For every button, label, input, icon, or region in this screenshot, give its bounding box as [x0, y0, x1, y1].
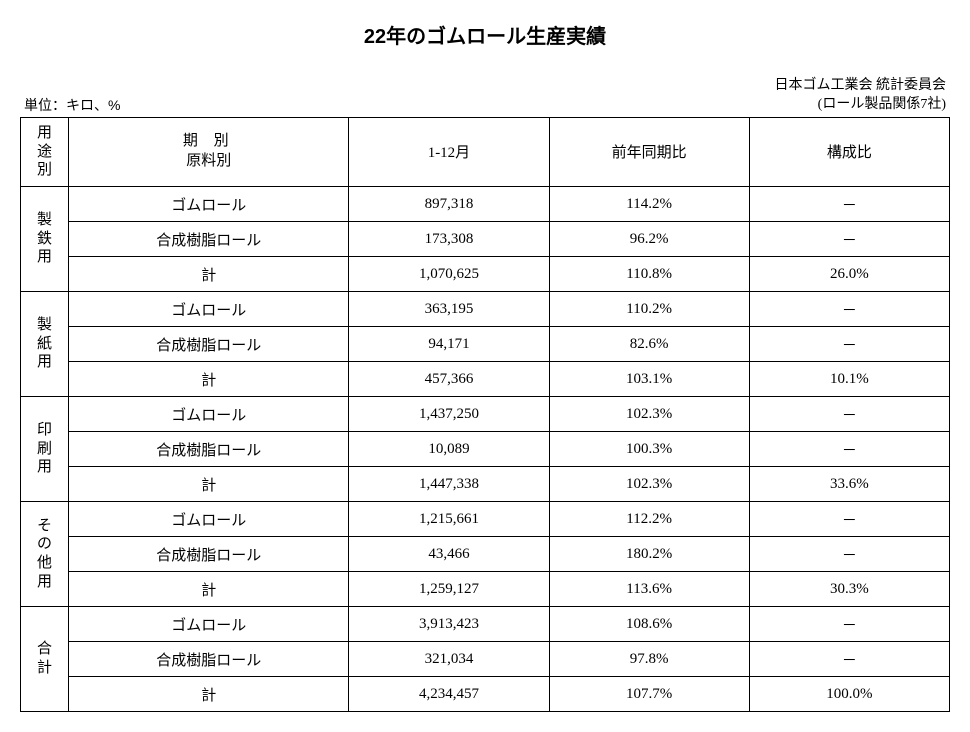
material-name: 計: [69, 467, 349, 502]
material-name: ゴムロール: [69, 292, 349, 327]
source-line1: 日本ゴム工業会 統計委員会: [775, 77, 947, 96]
value-cell: 173,308: [349, 222, 549, 257]
table-row: 計4,234,457107.7%100.0%: [21, 677, 950, 712]
table-row: 計457,366103.1%10.1%: [21, 362, 950, 397]
yoy-cell: 113.6%: [549, 572, 749, 607]
value-cell: 43,466: [349, 537, 549, 572]
yoy-cell: 103.1%: [549, 362, 749, 397]
value-cell: 94,171: [349, 327, 549, 362]
ratio-cell: －: [749, 607, 949, 642]
yoy-cell: 96.2%: [549, 222, 749, 257]
ratio-cell: 26.0%: [749, 257, 949, 292]
yoy-cell: 110.8%: [549, 257, 749, 292]
value-cell: 10,089: [349, 432, 549, 467]
ratio-cell: 10.1%: [749, 362, 949, 397]
table-row: 合成樹脂ロール321,03497.8%－: [21, 642, 950, 677]
material-name: 合成樹脂ロール: [69, 432, 349, 467]
material-name: 合成樹脂ロール: [69, 642, 349, 677]
ratio-cell: 30.3%: [749, 572, 949, 607]
value-cell: 321,034: [349, 642, 549, 677]
material-name: 合成樹脂ロール: [69, 537, 349, 572]
material-name: 計: [69, 677, 349, 712]
table-row: 計1,070,625110.8%26.0%: [21, 257, 950, 292]
header-usage: 用 途 別: [21, 117, 69, 186]
value-cell: 1,437,250: [349, 397, 549, 432]
ratio-cell: 33.6%: [749, 467, 949, 502]
section-label: 合計: [21, 607, 69, 712]
value-cell: 3,913,423: [349, 607, 549, 642]
value-cell: 1,215,661: [349, 502, 549, 537]
yoy-cell: 102.3%: [549, 397, 749, 432]
material-name: ゴムロール: [69, 607, 349, 642]
production-table: 用 途 別 期 別 原料別 1-12月 前年同期比 構成比 製鉄用ゴムロール89…: [20, 117, 950, 712]
ratio-cell: －: [749, 537, 949, 572]
source-label: 日本ゴム工業会 統計委員会 (ロール製品関係7社): [775, 77, 947, 115]
ratio-cell: －: [749, 432, 949, 467]
header-row: 用 途 別 期 別 原料別 1-12月 前年同期比 構成比: [21, 117, 950, 186]
table-row: 印刷用ゴムロール1,437,250102.3%－: [21, 397, 950, 432]
unit-label: 単位：キロ、%: [24, 95, 120, 115]
ratio-cell: －: [749, 222, 949, 257]
page-title: 22年のゴムロール生産実績: [20, 20, 950, 49]
value-cell: 897,318: [349, 187, 549, 222]
ratio-cell: －: [749, 642, 949, 677]
material-name: 合成樹脂ロール: [69, 222, 349, 257]
ratio-cell: 100.0%: [749, 677, 949, 712]
section-label: 製紙用: [21, 292, 69, 397]
value-cell: 363,195: [349, 292, 549, 327]
table-row: 計1,447,338102.3%33.6%: [21, 467, 950, 502]
table-row: 製紙用ゴムロール363,195110.2%－: [21, 292, 950, 327]
table-row: 計1,259,127113.6%30.3%: [21, 572, 950, 607]
material-name: ゴムロール: [69, 397, 349, 432]
yoy-cell: 97.8%: [549, 642, 749, 677]
ratio-cell: －: [749, 187, 949, 222]
header-yoy: 前年同期比: [549, 117, 749, 186]
material-name: 計: [69, 257, 349, 292]
section-label: 製鉄用: [21, 187, 69, 292]
table-row: 合成樹脂ロール10,089100.3%－: [21, 432, 950, 467]
header-meta: 単位：キロ、% 日本ゴム工業会 統計委員会 (ロール製品関係7社): [24, 77, 946, 115]
ratio-cell: －: [749, 292, 949, 327]
ratio-cell: －: [749, 327, 949, 362]
value-cell: 457,366: [349, 362, 549, 397]
yoy-cell: 110.2%: [549, 292, 749, 327]
table-row: 製鉄用ゴムロール897,318114.2%－: [21, 187, 950, 222]
table-row: 合計ゴムロール3,913,423108.6%－: [21, 607, 950, 642]
material-name: ゴムロール: [69, 187, 349, 222]
value-cell: 1,259,127: [349, 572, 549, 607]
ratio-cell: －: [749, 397, 949, 432]
yoy-cell: 112.2%: [549, 502, 749, 537]
yoy-cell: 102.3%: [549, 467, 749, 502]
table-row: その他用ゴムロール1,215,661112.2%－: [21, 502, 950, 537]
value-cell: 1,447,338: [349, 467, 549, 502]
material-name: 計: [69, 572, 349, 607]
table-row: 合成樹脂ロール94,17182.6%－: [21, 327, 950, 362]
table-row: 合成樹脂ロール43,466180.2%－: [21, 537, 950, 572]
material-name: ゴムロール: [69, 502, 349, 537]
header-value: 1-12月: [349, 117, 549, 186]
header-period: 期 別 原料別: [69, 117, 349, 186]
yoy-cell: 107.7%: [549, 677, 749, 712]
section-label: その他用: [21, 502, 69, 607]
value-cell: 4,234,457: [349, 677, 549, 712]
yoy-cell: 82.6%: [549, 327, 749, 362]
material-name: 合成樹脂ロール: [69, 327, 349, 362]
value-cell: 1,070,625: [349, 257, 549, 292]
material-name: 計: [69, 362, 349, 397]
yoy-cell: 108.6%: [549, 607, 749, 642]
table-row: 合成樹脂ロール173,30896.2%－: [21, 222, 950, 257]
ratio-cell: －: [749, 502, 949, 537]
yoy-cell: 180.2%: [549, 537, 749, 572]
yoy-cell: 114.2%: [549, 187, 749, 222]
yoy-cell: 100.3%: [549, 432, 749, 467]
source-line2: (ロール製品関係7社): [775, 96, 947, 115]
section-label: 印刷用: [21, 397, 69, 502]
header-ratio: 構成比: [749, 117, 949, 186]
